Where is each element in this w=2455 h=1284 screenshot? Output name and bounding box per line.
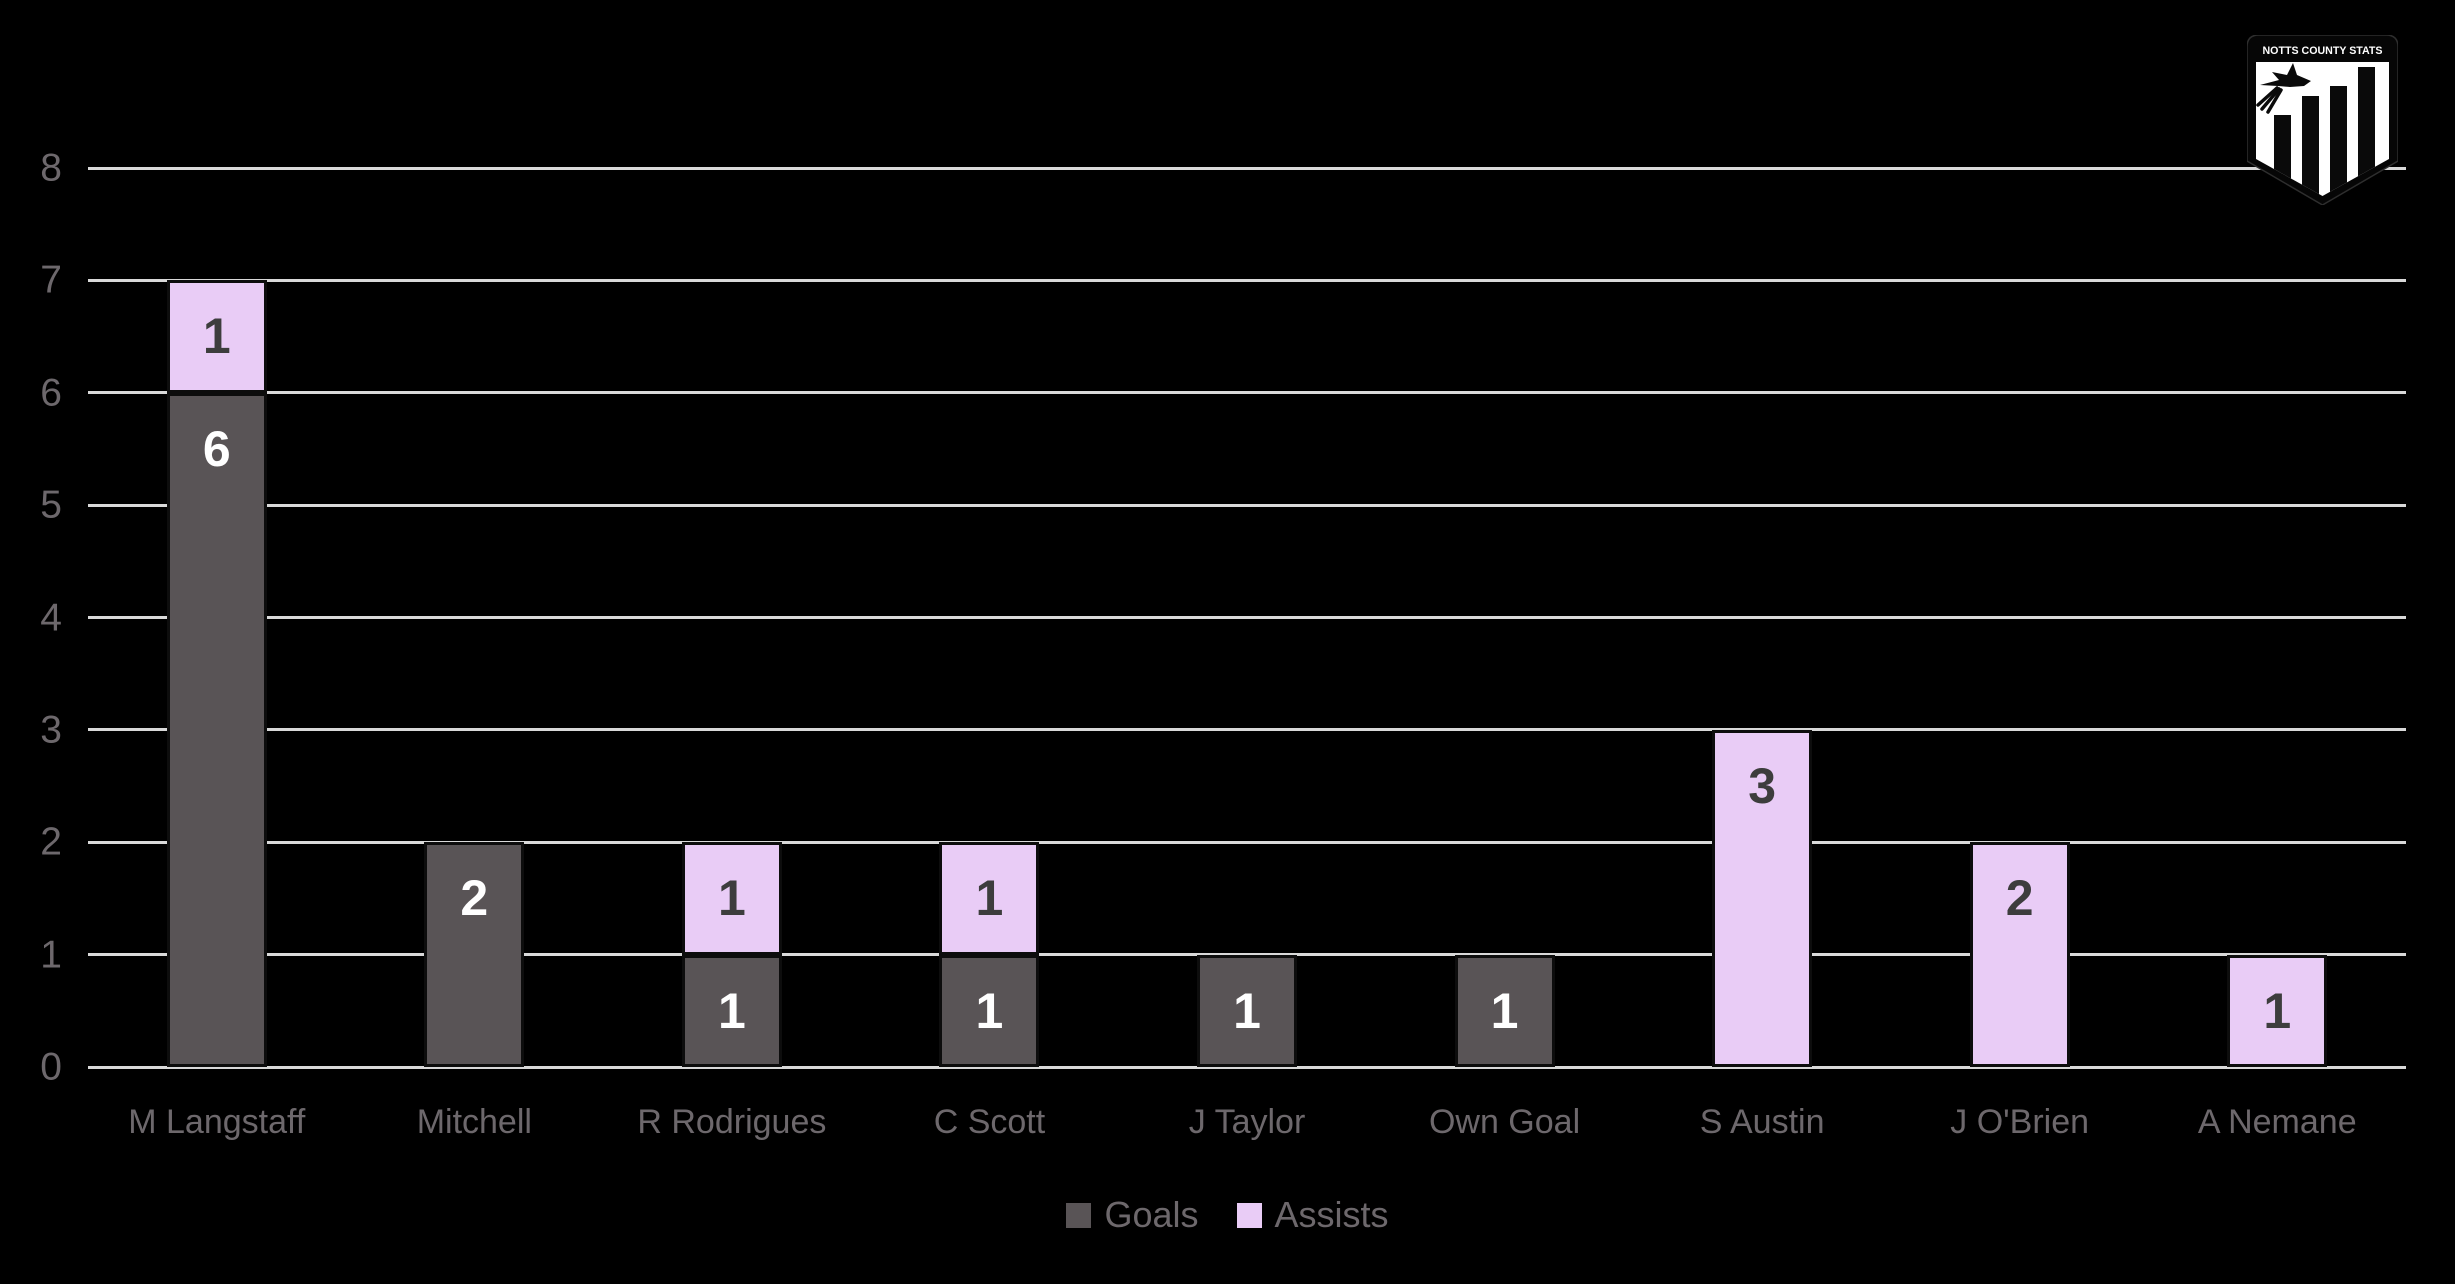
bar-value-label: 2 bbox=[460, 870, 489, 927]
x-axis-label-m-langstaff: M Langstaff bbox=[128, 1103, 306, 1141]
bar-value-label: 1 bbox=[2263, 982, 2292, 1039]
legend-swatch-goals bbox=[1066, 1202, 1092, 1228]
bar-goals-m-langstaff: 6 bbox=[166, 392, 267, 1067]
y-axis-tick-label: 1 bbox=[40, 933, 62, 977]
bar-goals-j-taylor: 1 bbox=[1197, 954, 1297, 1067]
y-axis-tick-label: 7 bbox=[40, 258, 62, 302]
bar-assists-a-nemane: 1 bbox=[2227, 954, 2328, 1067]
x-axis-label-own-goal: Own Goal bbox=[1428, 1103, 1581, 1141]
bar-assists-r-rodrigues: 1 bbox=[681, 842, 782, 955]
gridline-6 bbox=[88, 391, 2406, 395]
x-axis-label-j-o-brien: J O'Brien bbox=[1950, 1103, 2090, 1141]
bar-value-label: 1 bbox=[717, 870, 746, 927]
x-axis-label-c-scott: C Scott bbox=[933, 1103, 1046, 1141]
y-axis-tick-label: 2 bbox=[40, 820, 62, 864]
gridline-3 bbox=[88, 728, 2406, 732]
gridline-8 bbox=[88, 166, 2406, 170]
bar-value-label: 1 bbox=[1233, 982, 1261, 1039]
y-axis-tick-label: 4 bbox=[40, 596, 62, 639]
bar-value-label: 3 bbox=[1748, 757, 1777, 814]
y-axis-tick-label: 3 bbox=[40, 708, 62, 752]
bar-assists-m-langstaff: 1 bbox=[166, 280, 267, 393]
x-axis-label-s-austin: S Austin bbox=[1699, 1103, 1825, 1141]
gridline-5 bbox=[88, 503, 2406, 507]
plot-area: 6 1 2 1 1 1 1 1 1 3 2 1 bbox=[88, 166, 2406, 1069]
bar-value-label: 1 bbox=[202, 308, 231, 365]
bar-value-label: 2 bbox=[2005, 870, 2034, 927]
bar-value-label: 1 bbox=[975, 982, 1004, 1039]
legend-label: Assists bbox=[1274, 1194, 1389, 1235]
bar-value-label: 6 bbox=[202, 420, 231, 477]
bar-value-label: 1 bbox=[1490, 982, 1519, 1039]
y-axis-tick-label: 8 bbox=[40, 146, 62, 190]
bar-goals-c-scott: 1 bbox=[939, 954, 1040, 1067]
bar-assists-s-austin: 3 bbox=[1712, 729, 1813, 1067]
bar-assists-c-scott: 1 bbox=[939, 842, 1040, 955]
x-axis-label-a-nemane: A Nemane bbox=[2197, 1103, 2357, 1141]
logo-title: NOTTS COUNTY STATS bbox=[2263, 45, 2383, 57]
gridline-0 bbox=[88, 1065, 2406, 1069]
bar-goals-mitchell: 2 bbox=[424, 842, 525, 1067]
gridline-7 bbox=[88, 278, 2406, 282]
logo-bar-chart-icon bbox=[2274, 67, 2375, 196]
magpie-bird-icon bbox=[2256, 63, 2311, 114]
bar-goals-own-goal: 1 bbox=[1454, 954, 1555, 1067]
legend-item-assists: Assists bbox=[1236, 1194, 1389, 1236]
y-axis-tick-label: 5 bbox=[40, 483, 62, 527]
bar-value-label: 1 bbox=[717, 982, 746, 1039]
y-axis-tick-label: 0 bbox=[40, 1045, 62, 1089]
legend-item-goals: Goals bbox=[1066, 1194, 1199, 1236]
bar-value-label: 1 bbox=[975, 870, 1004, 927]
x-axis-label-r-rodrigues: R Rodrigues bbox=[637, 1103, 827, 1141]
x-axis-label-mitchell: Mitchell bbox=[416, 1103, 532, 1141]
legend: Goals Assists bbox=[0, 1194, 2455, 1236]
legend-label: Goals bbox=[1104, 1194, 1199, 1235]
y-axis-tick-label: 6 bbox=[40, 371, 62, 415]
club-logo: NOTTS COUNTY STATS bbox=[2247, 35, 2398, 205]
x-axis-label-j-taylor: J Taylor bbox=[1188, 1103, 1306, 1141]
gridline-2 bbox=[88, 840, 2406, 844]
gridline-4 bbox=[88, 616, 2406, 619]
legend-swatch-assists bbox=[1236, 1202, 1262, 1228]
bar-assists-j-o-brien: 2 bbox=[1969, 842, 2070, 1067]
bar-goals-r-rodrigues: 1 bbox=[681, 954, 782, 1067]
